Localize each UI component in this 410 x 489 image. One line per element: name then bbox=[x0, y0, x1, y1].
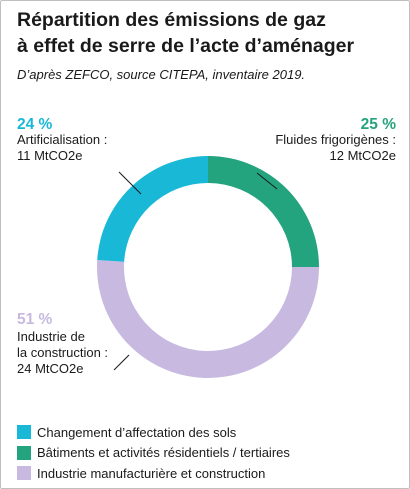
legend-label-1: Bâtiments et activités résidentiels / te… bbox=[37, 445, 290, 461]
leader-line-0 bbox=[256, 172, 278, 190]
slice-label-0-line-0: Fluides frigorigènes : bbox=[275, 132, 396, 147]
legend-item-2: Industrie manufacturière et construction bbox=[17, 463, 402, 484]
slice-label-0-line-1: 12 MtCO2e bbox=[330, 148, 396, 163]
leader-line-2 bbox=[118, 171, 142, 195]
leader-line-1 bbox=[113, 354, 130, 371]
chart-title-line-2: à effet de serre de l’acte d’aménager bbox=[17, 35, 355, 57]
legend-swatch-0 bbox=[17, 425, 31, 440]
legend-item-1: Bâtiments et activités résidentiels / te… bbox=[17, 443, 402, 464]
legend: Changement d’affectation des sols Bâtimen… bbox=[17, 422, 402, 484]
donut-slice-1 bbox=[96, 260, 319, 379]
slice-percent-label-0: 25 % bbox=[361, 116, 397, 133]
chart-title: Répartition des émissions de gaz à effet… bbox=[17, 7, 397, 59]
chart-title-line-1: Répartition des émissions de gaz bbox=[17, 9, 326, 31]
donut-slice-2 bbox=[97, 156, 208, 262]
legend-swatch-2 bbox=[17, 466, 31, 481]
legend-item-0: Changement d’affectation des sols bbox=[17, 422, 402, 443]
slice-label-1-line-1: la construction : bbox=[17, 345, 108, 360]
donut-slice-0 bbox=[208, 156, 319, 267]
slice-label-1-line-0: Industrie de bbox=[17, 329, 85, 344]
legend-swatch-1 bbox=[17, 445, 31, 460]
slice-label-2-line-0: Artificialisation : bbox=[17, 132, 107, 147]
chart-subtitle: D’après ZEFCO, source CITEPA, inventaire… bbox=[17, 67, 306, 82]
legend-label-0: Changement d’affectation des sols bbox=[37, 424, 237, 440]
slice-percent-label-1: 51 % bbox=[17, 311, 53, 328]
slice-label-2-line-1: 11 MtCO2e bbox=[17, 148, 83, 163]
slice-label-1-line-2: 24 MtCO2e bbox=[17, 361, 83, 376]
slice-percent-label-2: 24 % bbox=[17, 116, 53, 133]
legend-label-2: Industrie manufacturière et construction bbox=[37, 465, 266, 481]
